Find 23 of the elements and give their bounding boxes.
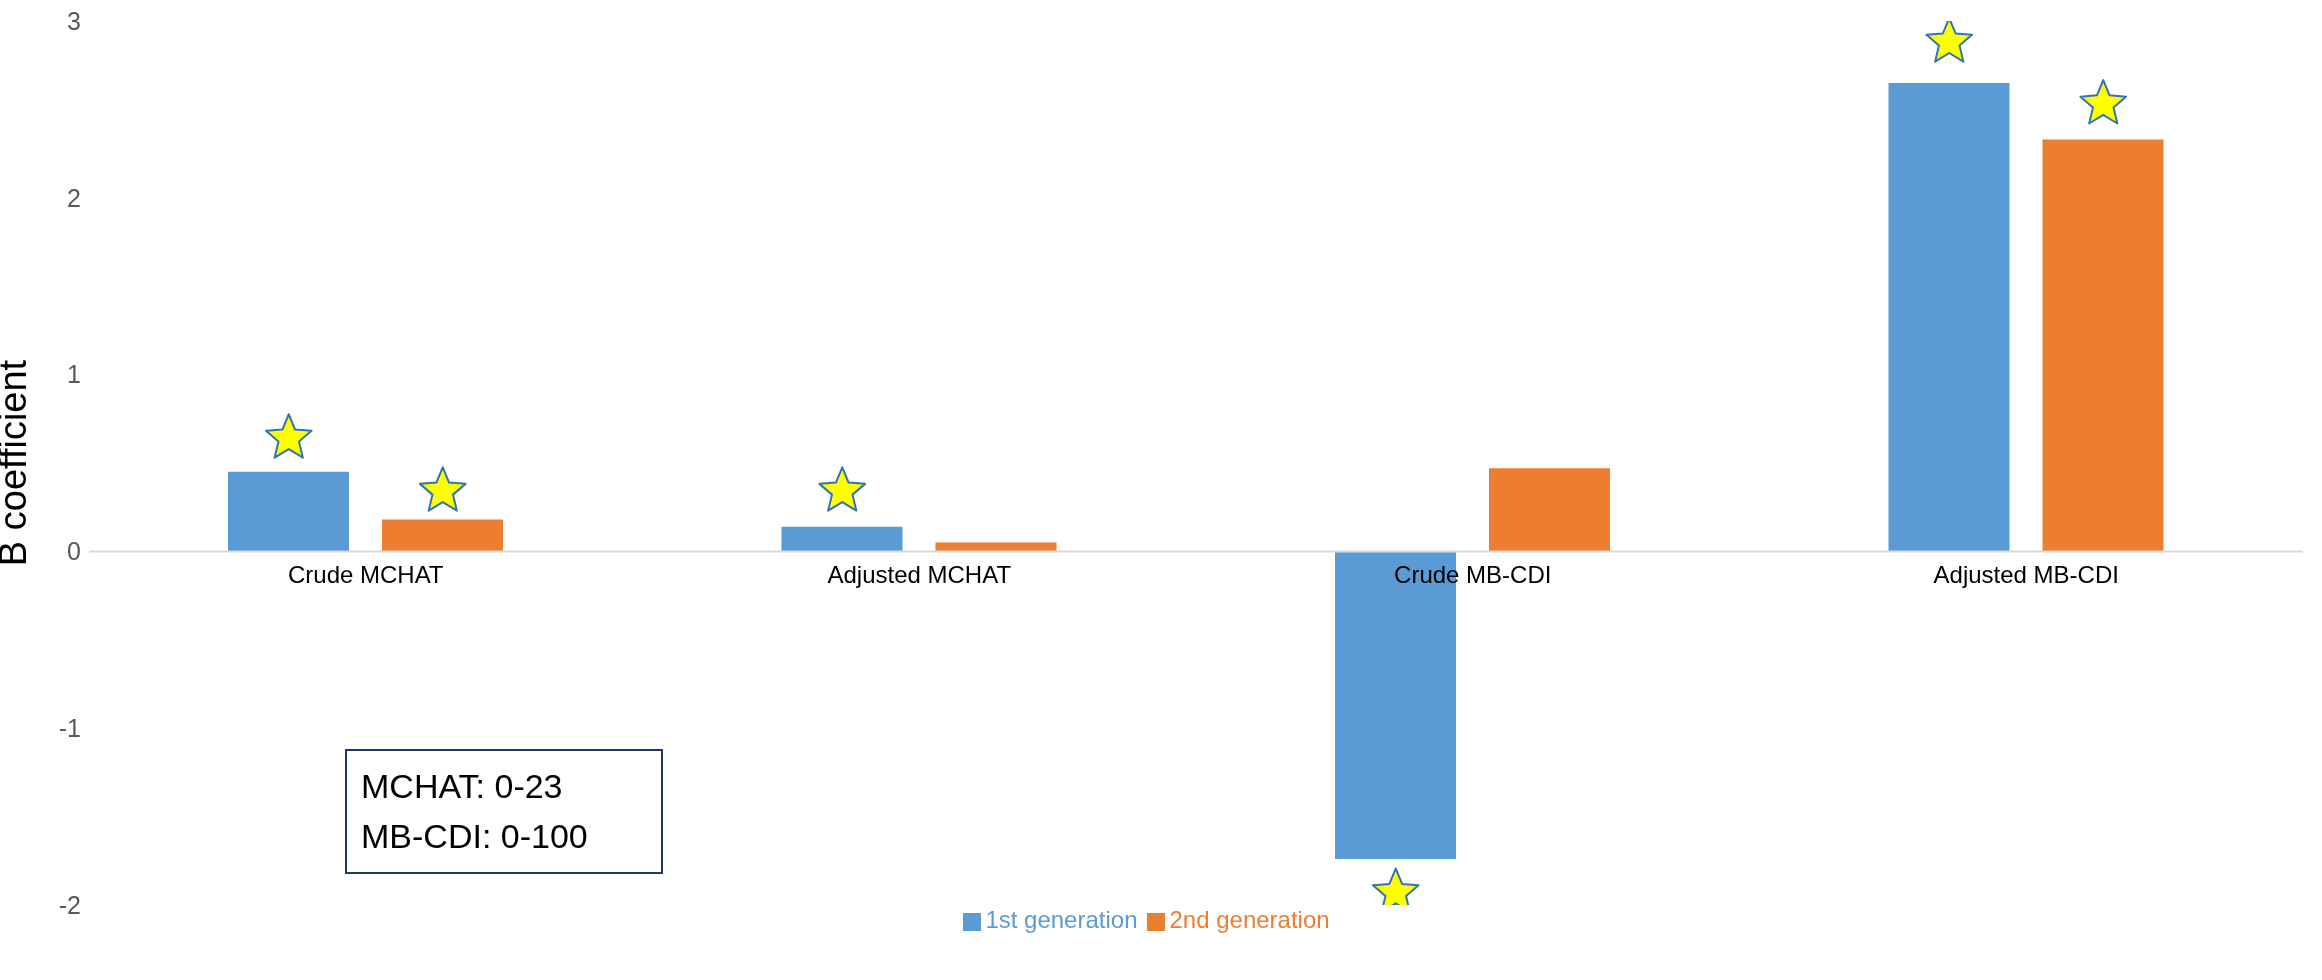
bar (781, 526, 903, 552)
x-tick-label: Adjusted MB-CDI (1933, 561, 2119, 589)
annotation: MB-CDI: 0-100 (361, 816, 589, 857)
point (818, 466, 867, 512)
legend-label: 2nd generation (1169, 906, 1330, 933)
point (1925, 21, 1974, 63)
y-tick-label: 3 (67, 6, 81, 35)
annotation: MCHAT: 0-23 (361, 766, 564, 807)
y-tick-label: 2 (67, 183, 81, 212)
x-tick-label: Adjusted MCHAT (827, 561, 1012, 589)
legend-label: 1st generation (985, 906, 1138, 933)
y-tick-label: -2 (58, 890, 81, 919)
bar (2042, 139, 2164, 552)
y-tick-label: 0 (67, 537, 81, 566)
y-tick-label: -1 (58, 714, 81, 743)
bar (382, 519, 503, 552)
note-box: MCHAT: 0-23 MB-CDI: 0-100 (345, 749, 663, 874)
bar (1489, 468, 1610, 552)
x-tick-label: Crude MCHAT (287, 561, 444, 589)
bar (1888, 82, 2010, 552)
y-tick-label: 1 (67, 360, 81, 389)
bar (228, 471, 349, 552)
point (264, 413, 313, 459)
